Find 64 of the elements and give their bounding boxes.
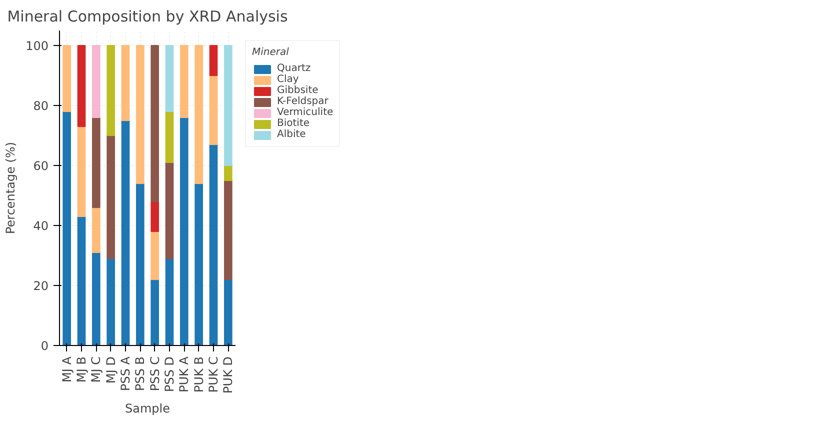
bar [77, 126, 86, 217]
x-tick-label: PSS D [162, 356, 176, 392]
bar [92, 45, 100, 118]
bar [121, 45, 130, 121]
y-tick-label: 100 [26, 39, 48, 53]
bar [224, 165, 232, 181]
bar [224, 45, 232, 166]
legend-label: Quartz [277, 63, 311, 74]
bar [150, 231, 159, 280]
bar [180, 45, 188, 118]
bar [165, 162, 174, 259]
bar [62, 45, 71, 112]
legend-title: Mineral [252, 47, 290, 58]
bar [209, 45, 218, 76]
bar [77, 216, 86, 346]
x-tick-label: PUK C [206, 356, 220, 393]
x-tick-label: MJ D [104, 356, 118, 384]
x-tick-label: PUK A [177, 356, 192, 392]
bar [121, 120, 130, 346]
chart-title: Mineral Composition by XRD Analysis [7, 8, 288, 26]
bar [194, 45, 203, 184]
bar [150, 45, 159, 202]
y-tick-label: 0 [40, 339, 49, 353]
bar [180, 117, 188, 346]
bar [92, 117, 100, 208]
legend-label: K-Feldspar [277, 96, 328, 107]
bar [224, 279, 232, 346]
legend-label: Biotite [277, 118, 310, 129]
bar [150, 279, 159, 346]
legend-label: Clay [277, 74, 299, 85]
y-tick-label: 20 [33, 279, 49, 293]
bar [165, 111, 174, 163]
bar [165, 258, 174, 346]
x-tick-label: MJ B [74, 356, 88, 382]
y-tick-label: 80 [33, 99, 49, 113]
bar [62, 111, 71, 346]
x-tick-label: PSS C [148, 356, 162, 392]
y-tick-label: 60 [33, 159, 49, 173]
bar [209, 144, 218, 346]
bar [209, 75, 218, 145]
legend-label: Albite [277, 129, 306, 140]
legend-label: Gibbsite [277, 85, 318, 96]
x-tick-label: PSS B [133, 356, 148, 392]
bar [165, 45, 174, 112]
x-tick-label: PUK B [192, 356, 206, 392]
bar [106, 258, 115, 346]
bar [136, 45, 144, 184]
bar [224, 180, 232, 280]
bar [136, 183, 144, 346]
y-tick-label: 40 [33, 219, 49, 233]
legend-label: Vermiculite [277, 107, 334, 118]
x-tick-label: PSS A [118, 356, 132, 391]
y-axis-title: Percentage (%) [4, 142, 18, 234]
bar [106, 135, 115, 259]
x-tick-label: MJ A [60, 356, 74, 382]
bar [77, 45, 86, 127]
bar [150, 201, 159, 232]
bar [194, 183, 203, 346]
x-axis-title: Sample [125, 401, 170, 416]
x-tick-label: MJ C [89, 356, 104, 383]
bar [92, 207, 100, 253]
bar [106, 45, 115, 136]
bar [92, 252, 100, 346]
x-tick-label: PUK D [221, 356, 236, 394]
